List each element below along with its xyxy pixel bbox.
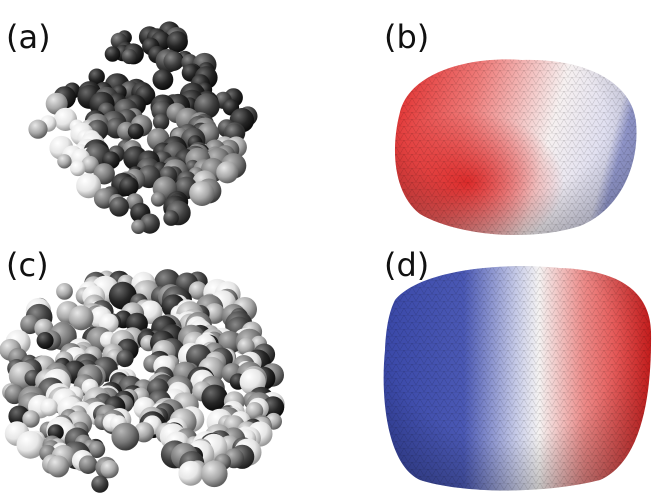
atom [116,350,133,367]
surface-shadow [384,266,651,490]
molecule-a [28,21,257,234]
surface-d [384,266,651,490]
atom [91,476,108,493]
atom [153,114,169,130]
atom [201,461,228,488]
atom [122,49,137,64]
atom [119,177,138,196]
atom [28,120,47,139]
panel-label: (b) [384,18,429,56]
atom [105,46,121,62]
atom [178,461,203,486]
atom [163,210,179,226]
atom [128,123,144,139]
atom [47,455,69,477]
atom [57,154,71,168]
atom [111,423,139,451]
atom [151,192,166,207]
atom [216,161,238,183]
atom [37,332,54,349]
atom [109,197,129,217]
figure: (a) (b) (c) (d) [0,0,652,496]
panel-label: (d) [384,246,429,284]
atom [164,52,183,71]
surface-shadow [395,59,637,235]
panel-label: (c) [6,246,49,284]
atom [40,398,58,416]
page: (a) (b) (c) (d) (() => { const data = JS… [0,0,652,496]
atom [101,460,119,478]
atom [131,220,145,234]
atom [153,69,174,90]
panel-label: (a) [6,18,51,56]
molecule-c [0,269,285,493]
atom [56,283,73,300]
atom [167,31,188,52]
atom [70,161,86,177]
surface-b [395,59,637,235]
atom [190,181,215,206]
atom [79,455,98,474]
